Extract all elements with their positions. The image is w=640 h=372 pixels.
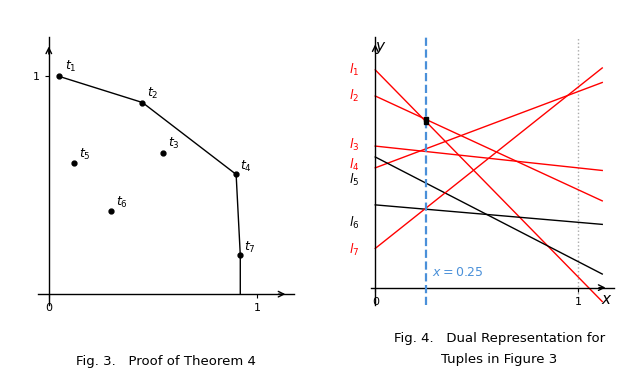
Text: $l_7$: $l_7$ [349, 241, 359, 257]
Text: $x$: $x$ [600, 292, 612, 307]
Text: $l_6$: $l_6$ [349, 215, 360, 231]
Text: $l_4$: $l_4$ [349, 157, 360, 173]
Text: $t_3$: $t_3$ [168, 136, 180, 151]
Text: $l_5$: $l_5$ [349, 172, 359, 188]
Text: $l_2$: $l_2$ [349, 88, 359, 104]
Text: $y$: $y$ [374, 40, 386, 56]
Text: $t_5$: $t_5$ [79, 147, 91, 162]
Text: $t_6$: $t_6$ [116, 195, 129, 210]
Text: $t_2$: $t_2$ [147, 86, 158, 101]
Text: Tuples in Figure 3: Tuples in Figure 3 [441, 353, 557, 366]
Text: $t_7$: $t_7$ [244, 240, 256, 255]
Text: $x=0.25$: $x=0.25$ [432, 266, 483, 279]
Text: $l_3$: $l_3$ [349, 137, 359, 153]
Text: Fig. 4.   Dual Representation for: Fig. 4. Dual Representation for [394, 332, 605, 345]
Text: $t_4$: $t_4$ [240, 159, 252, 174]
Text: $l_1$: $l_1$ [349, 62, 359, 78]
Text: Fig. 3.   Proof of Theorem 4: Fig. 3. Proof of Theorem 4 [76, 355, 257, 368]
Text: $t_1$: $t_1$ [65, 59, 77, 74]
